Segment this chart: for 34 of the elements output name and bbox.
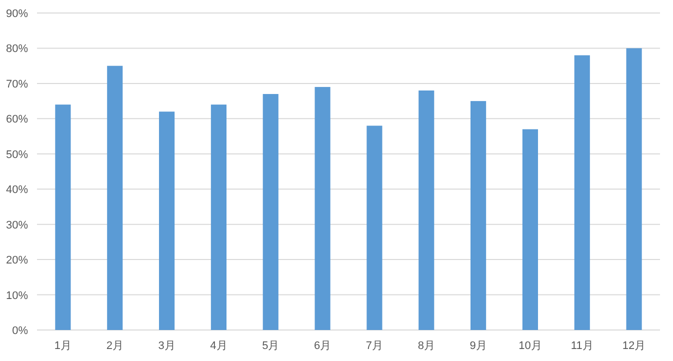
bar: [522, 129, 538, 330]
x-tick-label: 1月: [54, 340, 72, 352]
x-tick-label: 7月: [366, 340, 384, 352]
x-tick-label: 11月: [570, 340, 594, 352]
bar: [262, 94, 278, 330]
y-tick-label: 20%: [6, 254, 28, 267]
bar: [314, 86, 330, 330]
x-tick-label: 3月: [158, 340, 176, 352]
x-tick-label: 4月: [210, 340, 228, 352]
bar: [159, 112, 175, 330]
x-tick-label: 6月: [314, 340, 332, 352]
y-tick-label: 70%: [6, 78, 28, 90]
x-tick-label: 12月: [622, 340, 646, 352]
x-tick-label: 5月: [262, 340, 280, 352]
bar: [55, 104, 71, 330]
y-tick-label: 90%: [6, 8, 28, 20]
bar: [107, 66, 123, 330]
x-tick-label: 10月: [518, 340, 542, 352]
y-tick-label: 60%: [6, 114, 28, 126]
bar: [210, 104, 226, 330]
y-tick-label: 80%: [6, 43, 28, 56]
x-tick-label: 9月: [470, 340, 487, 352]
x-tick-label: 8月: [418, 340, 435, 352]
y-tick-label: 40%: [6, 184, 28, 196]
y-tick-label: 10%: [6, 290, 28, 302]
bar: [366, 126, 382, 330]
y-tick-label: 50%: [6, 148, 28, 161]
bar: [470, 101, 486, 330]
y-tick-label: 0%: [12, 325, 28, 337]
x-tick-label: 2月: [106, 340, 124, 352]
y-tick-label: 30%: [6, 219, 28, 232]
bar: [626, 48, 642, 330]
bar: [574, 55, 590, 330]
bar: [418, 90, 434, 330]
